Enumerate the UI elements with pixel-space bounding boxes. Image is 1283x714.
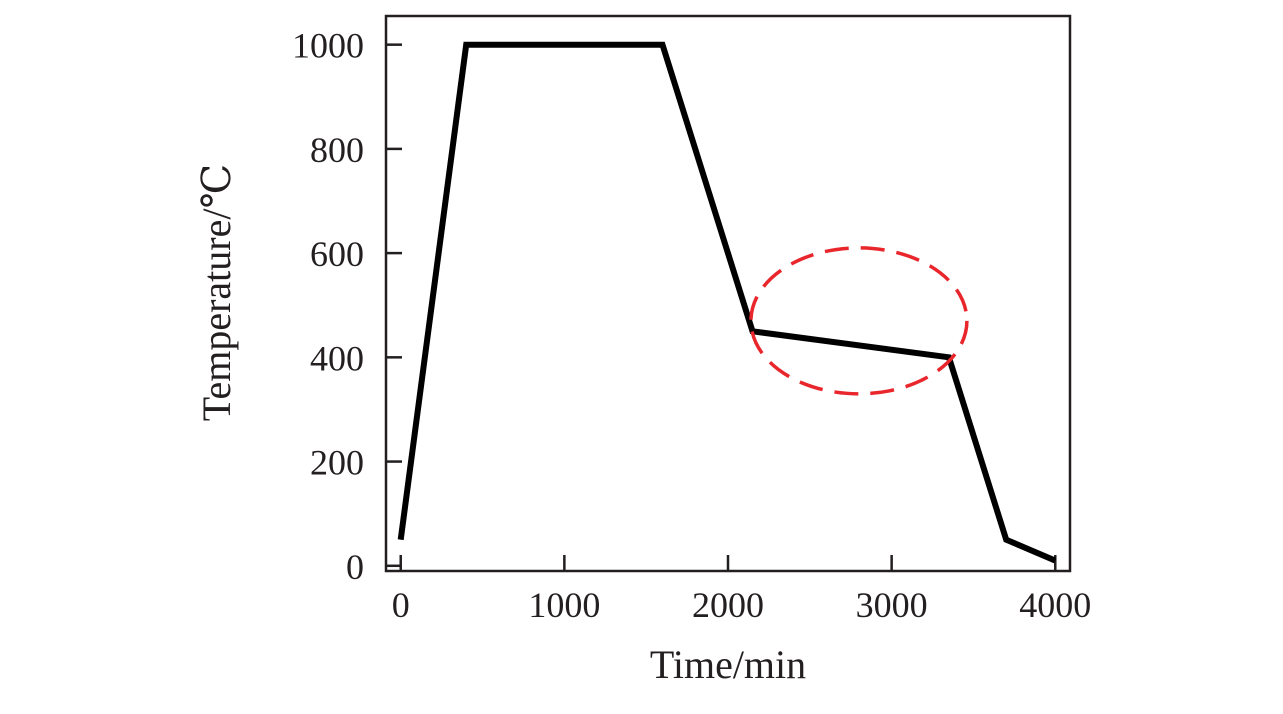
y-tick-label: 0 xyxy=(346,547,364,587)
axis-ticks xyxy=(386,43,1057,571)
temperature-series-line xyxy=(397,41,1057,564)
highlight-ellipse xyxy=(749,246,969,396)
x-tick-label: 3000 xyxy=(856,585,928,625)
x-axis-title: Time/min xyxy=(650,642,806,687)
x-tick-label: 2000 xyxy=(692,585,764,625)
y-tick-label: 200 xyxy=(310,443,364,483)
x-tick-label: 0 xyxy=(392,585,410,625)
x-tick-label: 4000 xyxy=(1019,585,1091,625)
tick-labels: 0 1000 2000 3000 4000 0 200 400 600 800 1000 xyxy=(292,26,1091,625)
y-tick-label: 400 xyxy=(310,338,364,378)
y-axis-title: Temperature/℃ xyxy=(194,164,239,421)
plot-frame xyxy=(384,14,1072,573)
y-tick-label: 1000 xyxy=(292,26,364,66)
x-tick-label: 1000 xyxy=(528,585,600,625)
y-tick-label: 600 xyxy=(310,234,364,274)
y-tick-label: 800 xyxy=(310,130,364,170)
plot-area xyxy=(397,41,1057,564)
